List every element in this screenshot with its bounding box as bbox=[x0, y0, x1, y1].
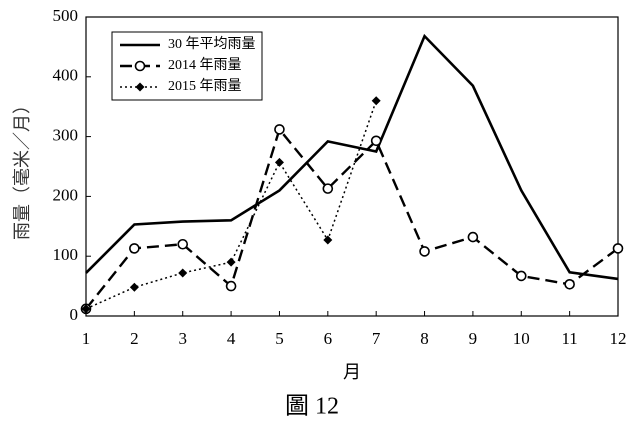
marker bbox=[226, 257, 236, 267]
x-tick-label: 11 bbox=[561, 329, 577, 348]
marker bbox=[274, 124, 285, 135]
marker bbox=[81, 304, 91, 314]
marker bbox=[274, 157, 284, 167]
marker bbox=[129, 243, 140, 254]
x-tick-label: 12 bbox=[610, 329, 627, 348]
x-tick-label: 3 bbox=[178, 329, 187, 348]
legend: 30 年平均雨量 2014 年雨量 2015 年雨量 bbox=[111, 31, 263, 101]
y-tick-label: 0 bbox=[70, 305, 79, 324]
x-tick-label: 10 bbox=[513, 329, 530, 348]
marker bbox=[178, 268, 188, 278]
x-tick-label: 9 bbox=[469, 329, 478, 348]
legend-label: 2015 年雨量 bbox=[168, 78, 242, 94]
x-tick-label: 2 bbox=[130, 329, 139, 348]
marker bbox=[370, 135, 382, 147]
y-tick-label: 200 bbox=[53, 185, 79, 204]
marker bbox=[467, 231, 479, 243]
marker bbox=[612, 243, 624, 254]
x-tick-label: 8 bbox=[420, 329, 429, 348]
series-line bbox=[85, 33, 619, 281]
x-tick-label: 6 bbox=[324, 329, 333, 348]
x-tick-label: 5 bbox=[275, 329, 284, 348]
legend-marker bbox=[134, 60, 146, 72]
y-tick-label: 300 bbox=[53, 126, 79, 145]
legend-label: 2014 年雨量 bbox=[168, 57, 242, 73]
series-line bbox=[85, 126, 619, 310]
marker bbox=[515, 270, 527, 282]
y-tick-label: 100 bbox=[53, 245, 79, 264]
marker bbox=[177, 238, 189, 250]
marker bbox=[129, 282, 139, 292]
marker bbox=[371, 96, 381, 106]
caption: 圖 12 bbox=[285, 394, 339, 420]
legend-marker bbox=[135, 82, 145, 92]
legend-label: 30 年平均雨量 bbox=[168, 36, 256, 52]
marker bbox=[322, 183, 334, 194]
y-axis-label: 雨量（毫米／月） bbox=[12, 96, 32, 240]
y-tick-label: 500 bbox=[53, 6, 79, 25]
x-tick-label: 1 bbox=[82, 329, 91, 348]
y-tick-label: 400 bbox=[53, 66, 79, 85]
marker bbox=[323, 235, 333, 245]
marker bbox=[564, 279, 575, 290]
x-tick-label: 7 bbox=[372, 329, 381, 348]
plot-frame bbox=[85, 16, 619, 317]
x-axis-label: 月 bbox=[343, 362, 361, 382]
marker bbox=[419, 246, 430, 257]
x-tick-label: 4 bbox=[227, 329, 236, 348]
marker bbox=[225, 280, 237, 292]
series-line bbox=[85, 100, 377, 310]
